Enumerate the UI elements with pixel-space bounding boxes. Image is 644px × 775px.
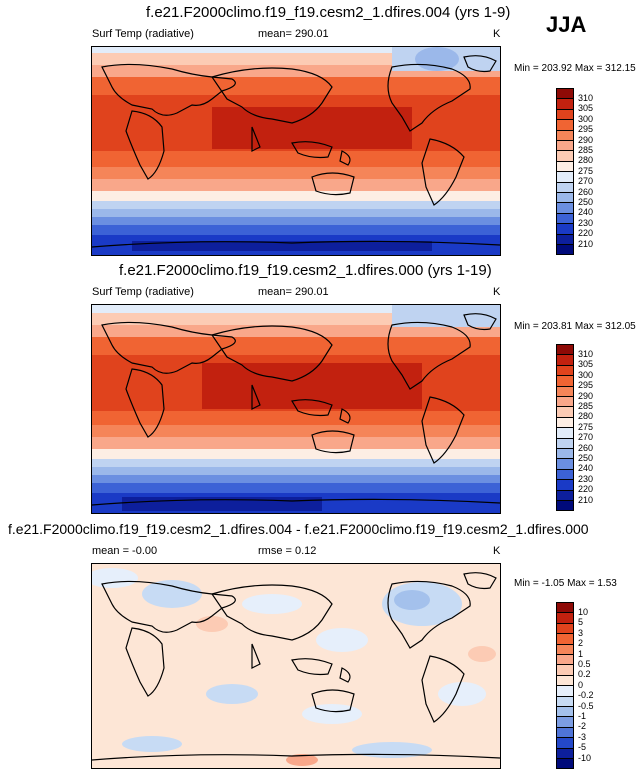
panel-2-minmax: Min = 203.81 Max = 312.05 (514, 321, 636, 332)
colorbar-tick-label: 220 (578, 484, 594, 495)
colorbar-tick-label: -1 (578, 710, 587, 721)
colorbar-tick-label: -0.5 (578, 700, 594, 711)
colorbar-tick-label: -2 (578, 721, 587, 732)
panel-1-units: K (493, 28, 501, 40)
season-label: JJA (546, 12, 587, 37)
colorbar-tick-label: 305 (578, 103, 594, 114)
colorbar-tick-label: 305 (578, 359, 594, 370)
colorbar-tick-label: -10 (578, 752, 592, 763)
colorbar-tick-label: 310 (578, 92, 594, 103)
colorbar-tick-label: 240 (578, 463, 594, 474)
colorbar-tick-label: 260 (578, 186, 594, 197)
colorbar-tick-label: 295 (578, 380, 594, 391)
colorbar-tick-label: 1 (578, 648, 584, 659)
colorbar-tick-label: 0.5 (578, 658, 591, 669)
panel-3-rmse-label: rmse = 0.12 (258, 545, 317, 557)
panel-2-map (91, 304, 501, 514)
colorbar-tick-label: 280 (578, 411, 594, 422)
colorbar-tick-label: 250 (578, 452, 594, 463)
panel-1-title: f.e21.F2000climo.f19_f19.cesm2_1.dfires.… (146, 4, 511, 21)
panel-1-map (91, 46, 501, 256)
panel-2-title: f.e21.F2000climo.f19_f19.cesm2_1.dfires.… (119, 262, 492, 279)
colorbar-tick-label: 295 (578, 124, 594, 135)
colorbar-tick-label: -5 (578, 742, 587, 753)
colorbar-tick-label: 290 (578, 134, 594, 145)
colorbar-cell (556, 500, 574, 512)
colorbar-tick-label: 230 (578, 217, 594, 228)
panel-3-title: f.e21.F2000climo.f19_f19.cesm2_1.dfires.… (8, 521, 589, 537)
colorbar-tick-label: 210 (578, 238, 594, 249)
colorbar-tick-label: 5 (578, 617, 584, 628)
colorbar-tick-label: 0 (578, 679, 584, 690)
colorbar-tick-label: 2 (578, 638, 584, 649)
panel-2-variable-label: Surf Temp (radiative) (92, 286, 194, 298)
colorbar-tick-label: 240 (578, 207, 594, 218)
colorbar-tick-label: 290 (578, 390, 594, 401)
colorbar-tick-label: 280 (578, 155, 594, 166)
colorbar-tick-label: 270 (578, 432, 594, 443)
colorbar-cell (556, 244, 574, 256)
colorbar-tick-label: 220 (578, 228, 594, 239)
panel-3-units: K (493, 545, 501, 557)
panel-1-mean-label: mean= 290.01 (258, 28, 329, 40)
colorbar-tick-label: 3 (578, 627, 584, 638)
colorbar-tick-label: 285 (578, 144, 594, 155)
panel-2-mean-label: mean= 290.01 (258, 286, 329, 298)
colorbar-tick-label: -0.2 (578, 690, 594, 701)
panel-3-minmax: Min = -1.05 Max = 1.53 (514, 578, 617, 589)
panel-3-mean-label: mean = -0.00 (92, 545, 158, 557)
panel-1-variable-label: Surf Temp (radiative) (92, 28, 194, 40)
colorbar-cell (556, 758, 574, 770)
colorbar-tick-label: -3 (578, 731, 587, 742)
colorbar-tick-label: 250 (578, 196, 594, 207)
colorbar-tick-label: 275 (578, 421, 594, 432)
colorbar-tick-label: 210 (578, 494, 594, 505)
colorbar-tick-label: 10 (578, 606, 589, 617)
colorbar-tick-label: 0.2 (578, 669, 591, 680)
panel-3-map (91, 563, 501, 769)
colorbar-tick-label: 300 (578, 369, 594, 380)
colorbar-tick-label: 270 (578, 176, 594, 187)
colorbar-tick-label: 230 (578, 473, 594, 484)
colorbar-tick-label: 260 (578, 442, 594, 453)
colorbar-tick-label: 300 (578, 113, 594, 124)
panel-1-minmax: Min = 203.92 Max = 312.15 (514, 63, 636, 74)
colorbar-tick-label: 285 (578, 400, 594, 411)
colorbar-tick-label: 275 (578, 165, 594, 176)
colorbar-tick-label: 310 (578, 348, 594, 359)
panel-2-units: K (493, 286, 501, 298)
